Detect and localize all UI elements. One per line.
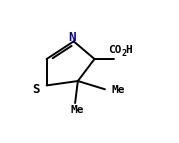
Text: 2: 2 bbox=[122, 49, 127, 58]
Text: N: N bbox=[68, 31, 75, 44]
Text: Me: Me bbox=[112, 85, 125, 95]
Text: CO: CO bbox=[108, 45, 122, 55]
Text: H: H bbox=[125, 45, 132, 55]
Text: Me: Me bbox=[70, 105, 84, 115]
Text: S: S bbox=[33, 83, 40, 96]
